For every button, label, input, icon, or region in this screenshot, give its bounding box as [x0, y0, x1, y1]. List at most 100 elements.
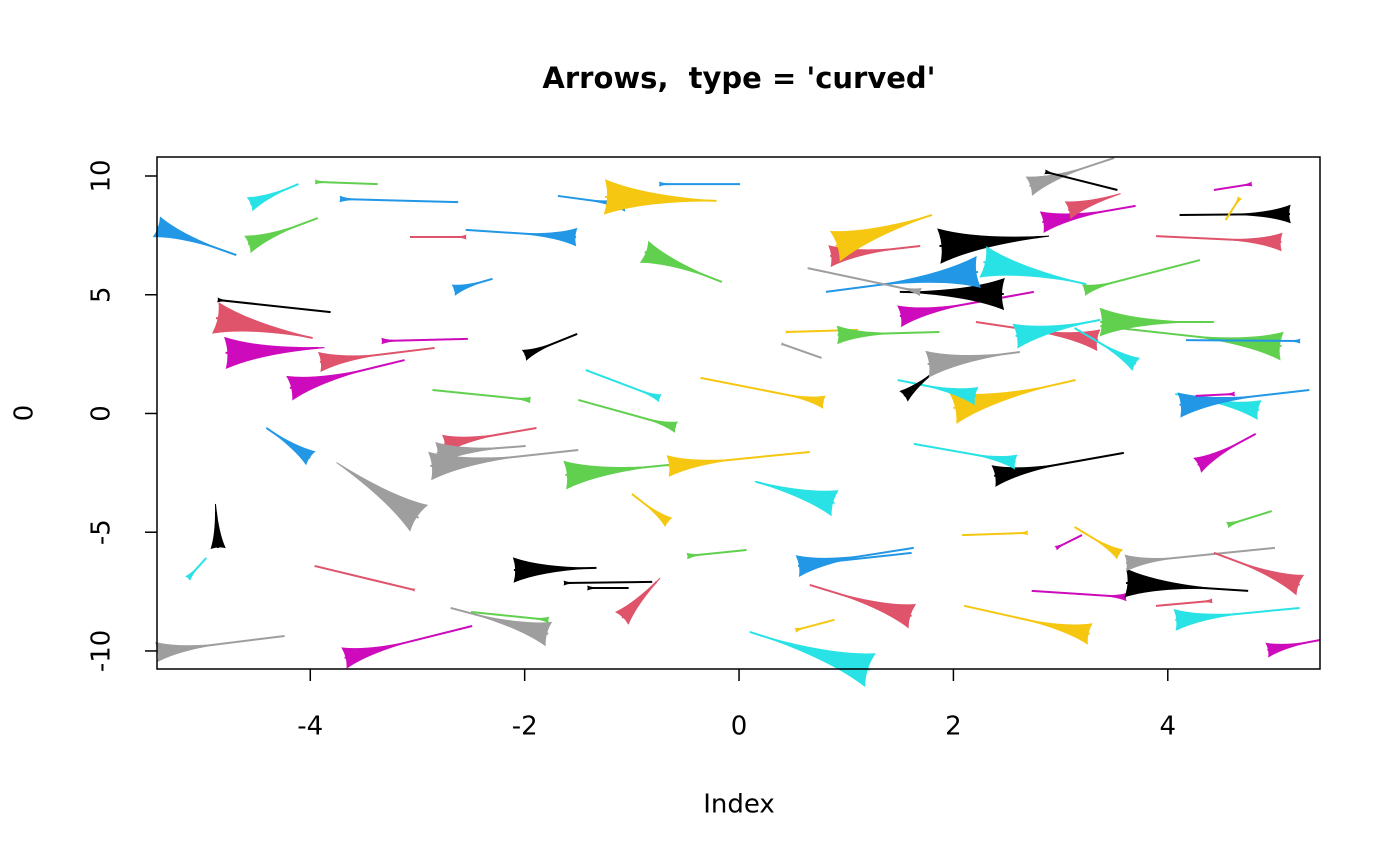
arrow-head — [795, 555, 864, 577]
chart-title: Arrows, type = 'curved' — [542, 61, 935, 95]
arrow-head — [1012, 321, 1092, 349]
arrow-head — [686, 552, 705, 560]
x-tick-label: -2 — [512, 712, 538, 742]
arrow-head — [1265, 641, 1311, 658]
arrow-head — [643, 417, 679, 433]
arrow-head — [764, 636, 876, 688]
arrow-shaft — [1045, 170, 1118, 191]
arrow-head — [381, 337, 399, 345]
y-tick-label: -5 — [87, 519, 117, 545]
arrow-head — [972, 453, 1018, 470]
arrow-head — [638, 389, 662, 403]
arrow-head — [897, 303, 965, 328]
arrow-head — [1091, 536, 1124, 560]
arrow-head — [473, 613, 553, 647]
arrow-head — [1199, 398, 1262, 421]
arrow-head — [408, 588, 416, 592]
arrow-head — [1226, 232, 1283, 252]
arrow-head — [441, 434, 499, 454]
arrow-head — [921, 384, 979, 406]
arrow-head — [286, 369, 365, 401]
arrow-head — [563, 460, 654, 490]
x-axis-label: Index — [703, 790, 775, 820]
arrow-head — [521, 342, 556, 361]
arrow-head — [152, 216, 220, 250]
arrow-head — [513, 396, 532, 404]
arrow-head — [1124, 554, 1176, 572]
arrow-head — [521, 227, 578, 247]
arrow-head — [991, 463, 1060, 487]
arrow-shaft — [340, 198, 459, 204]
x-tick-label: 0 — [731, 712, 748, 742]
arrow-shaft — [564, 580, 653, 585]
y-tick-label: 5 — [87, 286, 117, 303]
arrow-head — [185, 565, 200, 581]
arrow-head — [1044, 169, 1057, 176]
arrow-shaft — [800, 551, 912, 566]
arrow-head — [336, 462, 429, 532]
arrow-head — [879, 255, 981, 288]
arrow-shaft — [781, 342, 822, 359]
arrow-head — [1097, 341, 1141, 372]
arrow-head — [1177, 392, 1257, 418]
arrow-head — [428, 451, 518, 481]
arrow-head — [563, 580, 576, 586]
arrow-shaft — [217, 298, 331, 314]
arrow-head — [785, 330, 792, 334]
arrow-head — [785, 394, 826, 409]
arrow-head — [1124, 568, 1214, 598]
plot-area — [152, 157, 1321, 688]
arrow-head — [614, 577, 661, 625]
arrow-head — [799, 562, 812, 568]
arrow-head — [341, 641, 409, 669]
arrow-head — [217, 297, 230, 303]
arrow-head — [898, 286, 922, 297]
arrow-shaft — [314, 564, 415, 591]
arrow-head — [1064, 193, 1121, 220]
arrow-head — [1016, 530, 1029, 536]
arrow-head — [1237, 561, 1305, 596]
arrow-head — [794, 626, 807, 633]
arrow-head — [451, 280, 486, 296]
arrow-head — [899, 371, 935, 402]
x-tick-label: -4 — [297, 712, 323, 742]
arrow-head — [317, 351, 381, 373]
arrow-head — [244, 224, 300, 254]
arrow-head — [454, 234, 467, 240]
arrow-head — [1103, 592, 1128, 602]
arrow-head — [339, 195, 357, 203]
arrow-head — [531, 616, 550, 624]
arrow-head — [829, 215, 930, 262]
arrow-head — [836, 325, 893, 345]
arrow-head — [780, 342, 788, 347]
arrow-head — [1039, 210, 1108, 234]
arrow-head — [246, 186, 292, 212]
arrow-head — [210, 503, 226, 550]
arrow-head — [1240, 181, 1253, 187]
arrow-head — [1173, 608, 1242, 631]
arrow-head — [1223, 391, 1236, 397]
y-tick-label: 0 — [87, 405, 117, 422]
arrow-head — [937, 228, 1050, 264]
arrow-head — [1025, 166, 1088, 196]
arrow-head — [1025, 618, 1093, 645]
arrow-head — [1226, 519, 1244, 529]
arrow-head — [1054, 542, 1067, 551]
x-tick-label: 2 — [945, 712, 962, 742]
arrow-head — [1200, 598, 1213, 604]
arrow-shaft — [1186, 339, 1300, 343]
arrow-head — [1081, 281, 1117, 296]
arrow-head — [1032, 329, 1101, 352]
x-tick-label: 4 — [1160, 712, 1177, 742]
arrow-head — [211, 302, 314, 339]
arrow-head — [1193, 441, 1242, 473]
y-tick-label: 10 — [87, 159, 117, 192]
arrow-head — [1193, 331, 1284, 361]
arrow-head — [641, 501, 673, 528]
arrow-head — [666, 455, 735, 478]
arrow-head — [587, 585, 599, 591]
arrow-head — [269, 429, 316, 466]
arrow-head — [658, 181, 671, 187]
